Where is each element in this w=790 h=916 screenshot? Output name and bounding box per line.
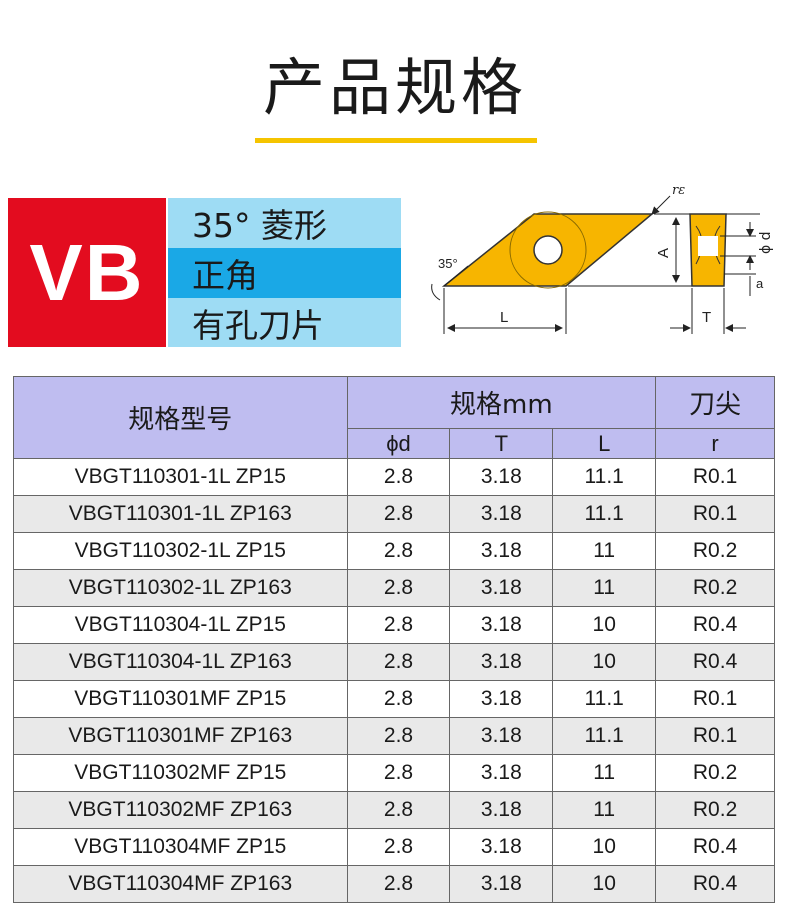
t-cell: 3.18 (449, 606, 554, 644)
model-cell: VBGT110302-1L ZP15 (13, 532, 348, 570)
r-cell: R0.2 (655, 754, 775, 792)
l-cell: 10 (552, 606, 657, 644)
table-row: VBGT110301-1L ZP163 2.8 3.18 11.1 R0.1 (13, 495, 775, 533)
table-row: VBGT110301-1L ZP15 2.8 3.18 11.1 R0.1 (13, 458, 775, 496)
r-cell: R0.1 (655, 717, 775, 755)
insert-code-badge: VB (8, 198, 166, 347)
header-r: r (655, 428, 775, 459)
model-cell: VBGT110301MF ZP163 (13, 717, 348, 755)
model-cell: VBGT110304-1L ZP163 (13, 643, 348, 681)
t-cell: 3.18 (449, 569, 554, 607)
insert-diagram: 35° rε L A ϕ d a T (431, 183, 774, 334)
r-cell: R0.1 (655, 680, 775, 718)
model-cell: VBGT110304MF ZP15 (13, 828, 348, 866)
table-row: VBGT110304-1L ZP163 2.8 3.18 10 R0.4 (13, 643, 775, 681)
table-row: VBGT110304MF ZP15 2.8 3.18 10 R0.4 (13, 828, 775, 866)
insert-center-ring (509, 211, 587, 289)
header-tip: 刀尖 (655, 376, 775, 429)
d-cell: 2.8 (346, 532, 451, 570)
t-cell: 3.18 (449, 754, 554, 792)
insert-angle-label: 正角 (168, 248, 401, 298)
diameter-label: ϕ d (758, 231, 774, 254)
insert-hole-label: 有孔刀片 (168, 298, 401, 347)
table-row: VBGT110301MF ZP163 2.8 3.18 11.1 R0.1 (13, 717, 775, 755)
height-label: A (655, 248, 672, 258)
model-cell: VBGT110302MF ZP163 (13, 791, 348, 829)
page-title: 产品规格 (262, 51, 527, 124)
a-label: a (756, 276, 764, 291)
d-cell: 2.8 (346, 458, 451, 496)
insert-hole (533, 235, 563, 265)
title-underline (255, 138, 537, 143)
r-cell: R0.4 (655, 643, 775, 681)
r-cell: R0.2 (655, 532, 775, 570)
r-cell: R0.2 (655, 791, 775, 829)
l-cell: 11.1 (552, 680, 657, 718)
l-cell: 11.1 (552, 717, 657, 755)
t-cell: 3.18 (449, 495, 554, 533)
header-d: ϕd (346, 428, 451, 459)
d-cell: 2.8 (346, 828, 451, 866)
d-cell: 2.8 (346, 717, 451, 755)
r-cell: R0.4 (655, 865, 775, 903)
r-cell: R0.1 (655, 458, 775, 496)
header-l: L (552, 428, 657, 459)
l-cell: 11 (552, 791, 657, 829)
d-cell: 2.8 (346, 680, 451, 718)
model-cell: VBGT110301-1L ZP163 (13, 495, 348, 533)
l-cell: 11 (552, 754, 657, 792)
d-cell: 2.8 (346, 495, 451, 533)
angle-label: 35° (438, 256, 458, 271)
length-label: L (500, 309, 508, 326)
model-cell: VBGT110302-1L ZP163 (13, 569, 348, 607)
t-cell: 3.18 (449, 643, 554, 681)
radius-label: rε (672, 183, 685, 198)
d-cell: 2.8 (346, 569, 451, 607)
l-cell: 11 (552, 569, 657, 607)
model-cell: VBGT110301-1L ZP15 (13, 458, 348, 496)
model-cell: VBGT110302MF ZP15 (13, 754, 348, 792)
spec-table: 规格型号 规格mm 刀尖 ϕd T L r VBGT110301-1L ZP15… (13, 376, 775, 903)
t-cell: 3.18 (449, 532, 554, 570)
r-cell: R0.2 (655, 569, 775, 607)
l-cell: 10 (552, 828, 657, 866)
table-row: VBGT110302-1L ZP163 2.8 3.18 11 R0.2 (13, 569, 775, 607)
table-row: VBGT110302-1L ZP15 2.8 3.18 11 R0.2 (13, 532, 775, 570)
header-model: 规格型号 (13, 376, 348, 459)
d-cell: 2.8 (346, 754, 451, 792)
insert-shape-label: 35° 菱形 (168, 198, 401, 248)
t-cell: 3.18 (449, 717, 554, 755)
d-cell: 2.8 (346, 791, 451, 829)
t-cell: 3.18 (449, 680, 554, 718)
d-cell: 2.8 (346, 643, 451, 681)
r-cell: R0.4 (655, 606, 775, 644)
t-cell: 3.18 (449, 458, 554, 496)
l-cell: 11.1 (552, 495, 657, 533)
model-cell: VBGT110304-1L ZP15 (13, 606, 348, 644)
r-cell: R0.4 (655, 828, 775, 866)
table-row: VBGT110304-1L ZP15 2.8 3.18 10 R0.4 (13, 606, 775, 644)
d-cell: 2.8 (346, 865, 451, 903)
t-cell: 3.18 (449, 828, 554, 866)
l-cell: 11 (552, 532, 657, 570)
table-row: VBGT110301MF ZP15 2.8 3.18 11.1 R0.1 (13, 680, 775, 718)
model-cell: VBGT110304MF ZP163 (13, 865, 348, 903)
thickness-label: T (702, 309, 711, 326)
d-cell: 2.8 (346, 606, 451, 644)
r-cell: R0.1 (655, 495, 775, 533)
table-row: VBGT110302MF ZP163 2.8 3.18 11 R0.2 (13, 791, 775, 829)
table-row: VBGT110304MF ZP163 2.8 3.18 10 R0.4 (13, 865, 775, 903)
table-row: VBGT110302MF ZP15 2.8 3.18 11 R0.2 (13, 754, 775, 792)
l-cell: 10 (552, 865, 657, 903)
model-cell: VBGT110301MF ZP15 (13, 680, 348, 718)
t-cell: 3.18 (449, 865, 554, 903)
header-spec: 规格mm (346, 376, 657, 429)
l-cell: 10 (552, 643, 657, 681)
t-cell: 3.18 (449, 791, 554, 829)
header-t: T (449, 428, 554, 459)
l-cell: 11.1 (552, 458, 657, 496)
